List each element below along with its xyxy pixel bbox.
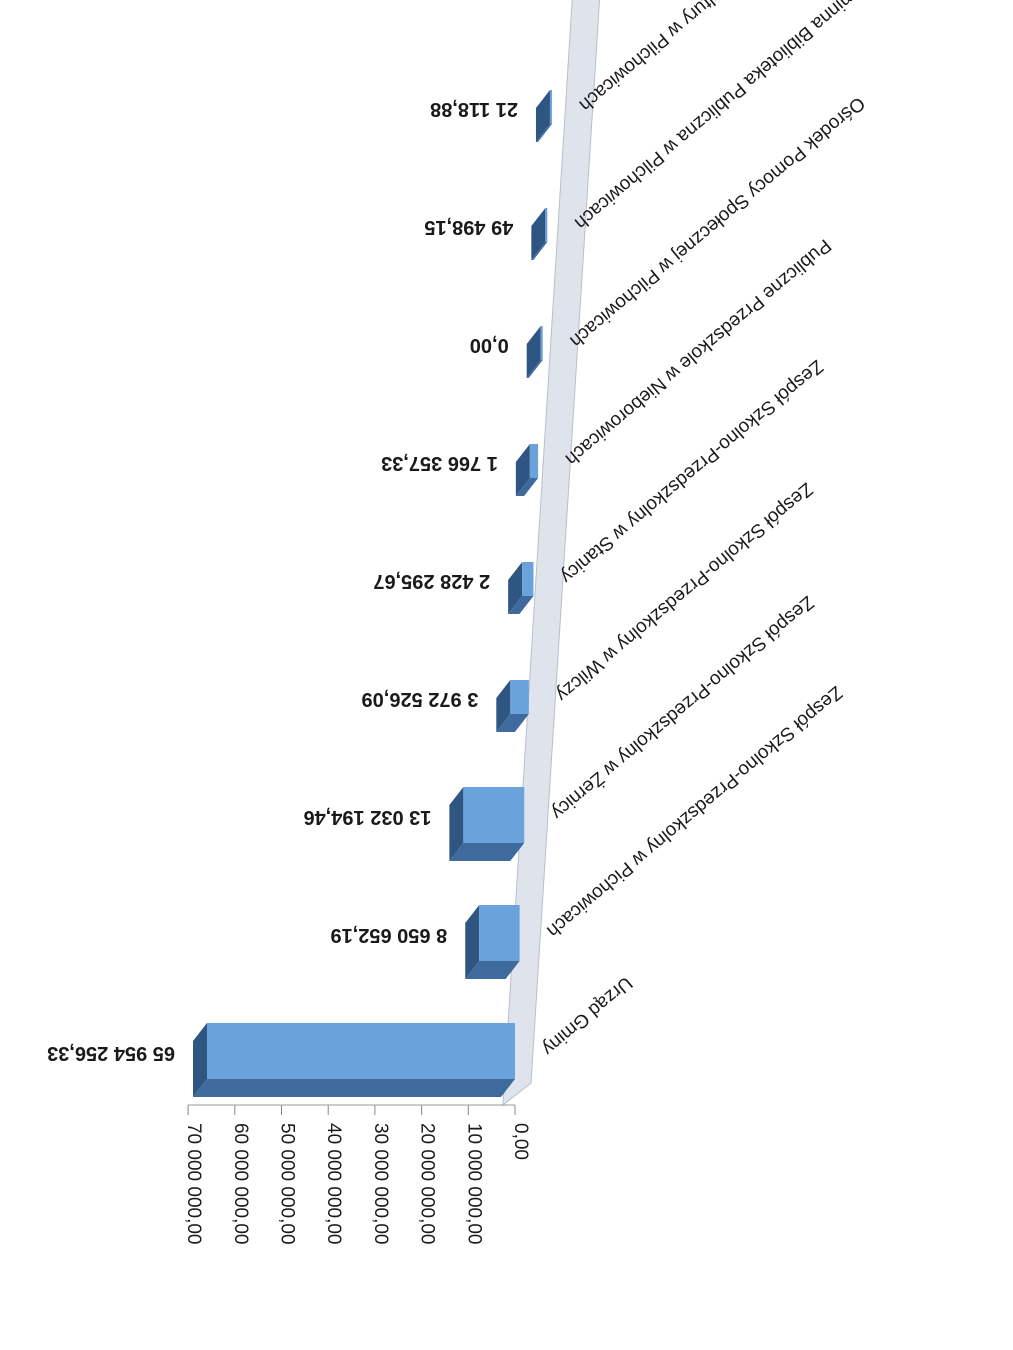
category-label: Ośrodek Pomocy Społecznej w Pilchowicach [566, 92, 869, 351]
category-label: Gminny Ośrodek Kultury w Pilchowicach [575, 0, 850, 115]
bar-side [531, 208, 546, 260]
data-label: 13 032 194,46 [303, 806, 431, 828]
category-label: Zespół Szkolno-Przedszkolny w Żernicy [547, 591, 818, 823]
bar-top [465, 961, 520, 979]
x-tick-label: 50 000 000,00 [277, 1123, 298, 1245]
category-label: Urząd Gminy [537, 972, 636, 1060]
data-label: 65 954 256,33 [47, 1042, 175, 1064]
bar-top [535, 124, 552, 142]
bar-top [496, 714, 529, 732]
bar-side [449, 787, 464, 861]
bar [479, 905, 520, 961]
bar-top [526, 360, 543, 378]
category-label: Zespół Szkolno-Przedszkolny w Pichowicac… [542, 681, 846, 941]
category-label: Zespół Szkolno-Przedszkolny w Wilczy [551, 478, 816, 705]
bar-top [508, 596, 534, 614]
data-label: 1 766 357,33 [381, 452, 498, 474]
bar [529, 444, 539, 478]
bar [522, 562, 534, 596]
x-tick-label: 10 000 000,00 [463, 1123, 484, 1245]
x-tick-label: 40 000 000,00 [323, 1123, 344, 1245]
bar-side [535, 90, 550, 142]
data-label: 49 498,15 [424, 216, 513, 238]
category-label: Publiczne Przedszkole w Nieborowicach [561, 235, 835, 470]
bar-side [526, 326, 541, 378]
data-label: 2 428 295,67 [373, 570, 490, 592]
bar [545, 208, 548, 242]
x-tick-label: 20 000 000,00 [417, 1123, 438, 1245]
x-tick-label: 60 000 000,00 [230, 1123, 251, 1245]
x-tick-label: 0,00 [510, 1123, 531, 1160]
bar [463, 787, 525, 843]
category-label: Zespół Szkolno-Przedszkolny w Stanicy [556, 355, 827, 587]
bar-top [449, 843, 525, 861]
x-tick-label: 70 000 000,00 [183, 1123, 204, 1245]
bar [206, 1023, 515, 1079]
data-label: 8 650 652,19 [330, 924, 447, 946]
x-tick-label: 30 000 000,00 [370, 1123, 391, 1245]
chart-back-wall [502, 0, 601, 1107]
bar [549, 90, 552, 124]
bar-side [496, 680, 511, 732]
bar-side [515, 444, 530, 496]
bar-side [192, 1023, 207, 1097]
bar-side [508, 562, 523, 614]
bar-top [192, 1079, 515, 1097]
data-label: 0,00 [470, 334, 509, 356]
data-label: 21 118,88 [430, 98, 518, 120]
bar-top [515, 478, 539, 496]
bar [510, 680, 529, 714]
bar [540, 326, 543, 360]
data-label: 3 972 526,09 [362, 688, 479, 710]
bar-top [531, 242, 548, 260]
bar-side [465, 905, 480, 979]
